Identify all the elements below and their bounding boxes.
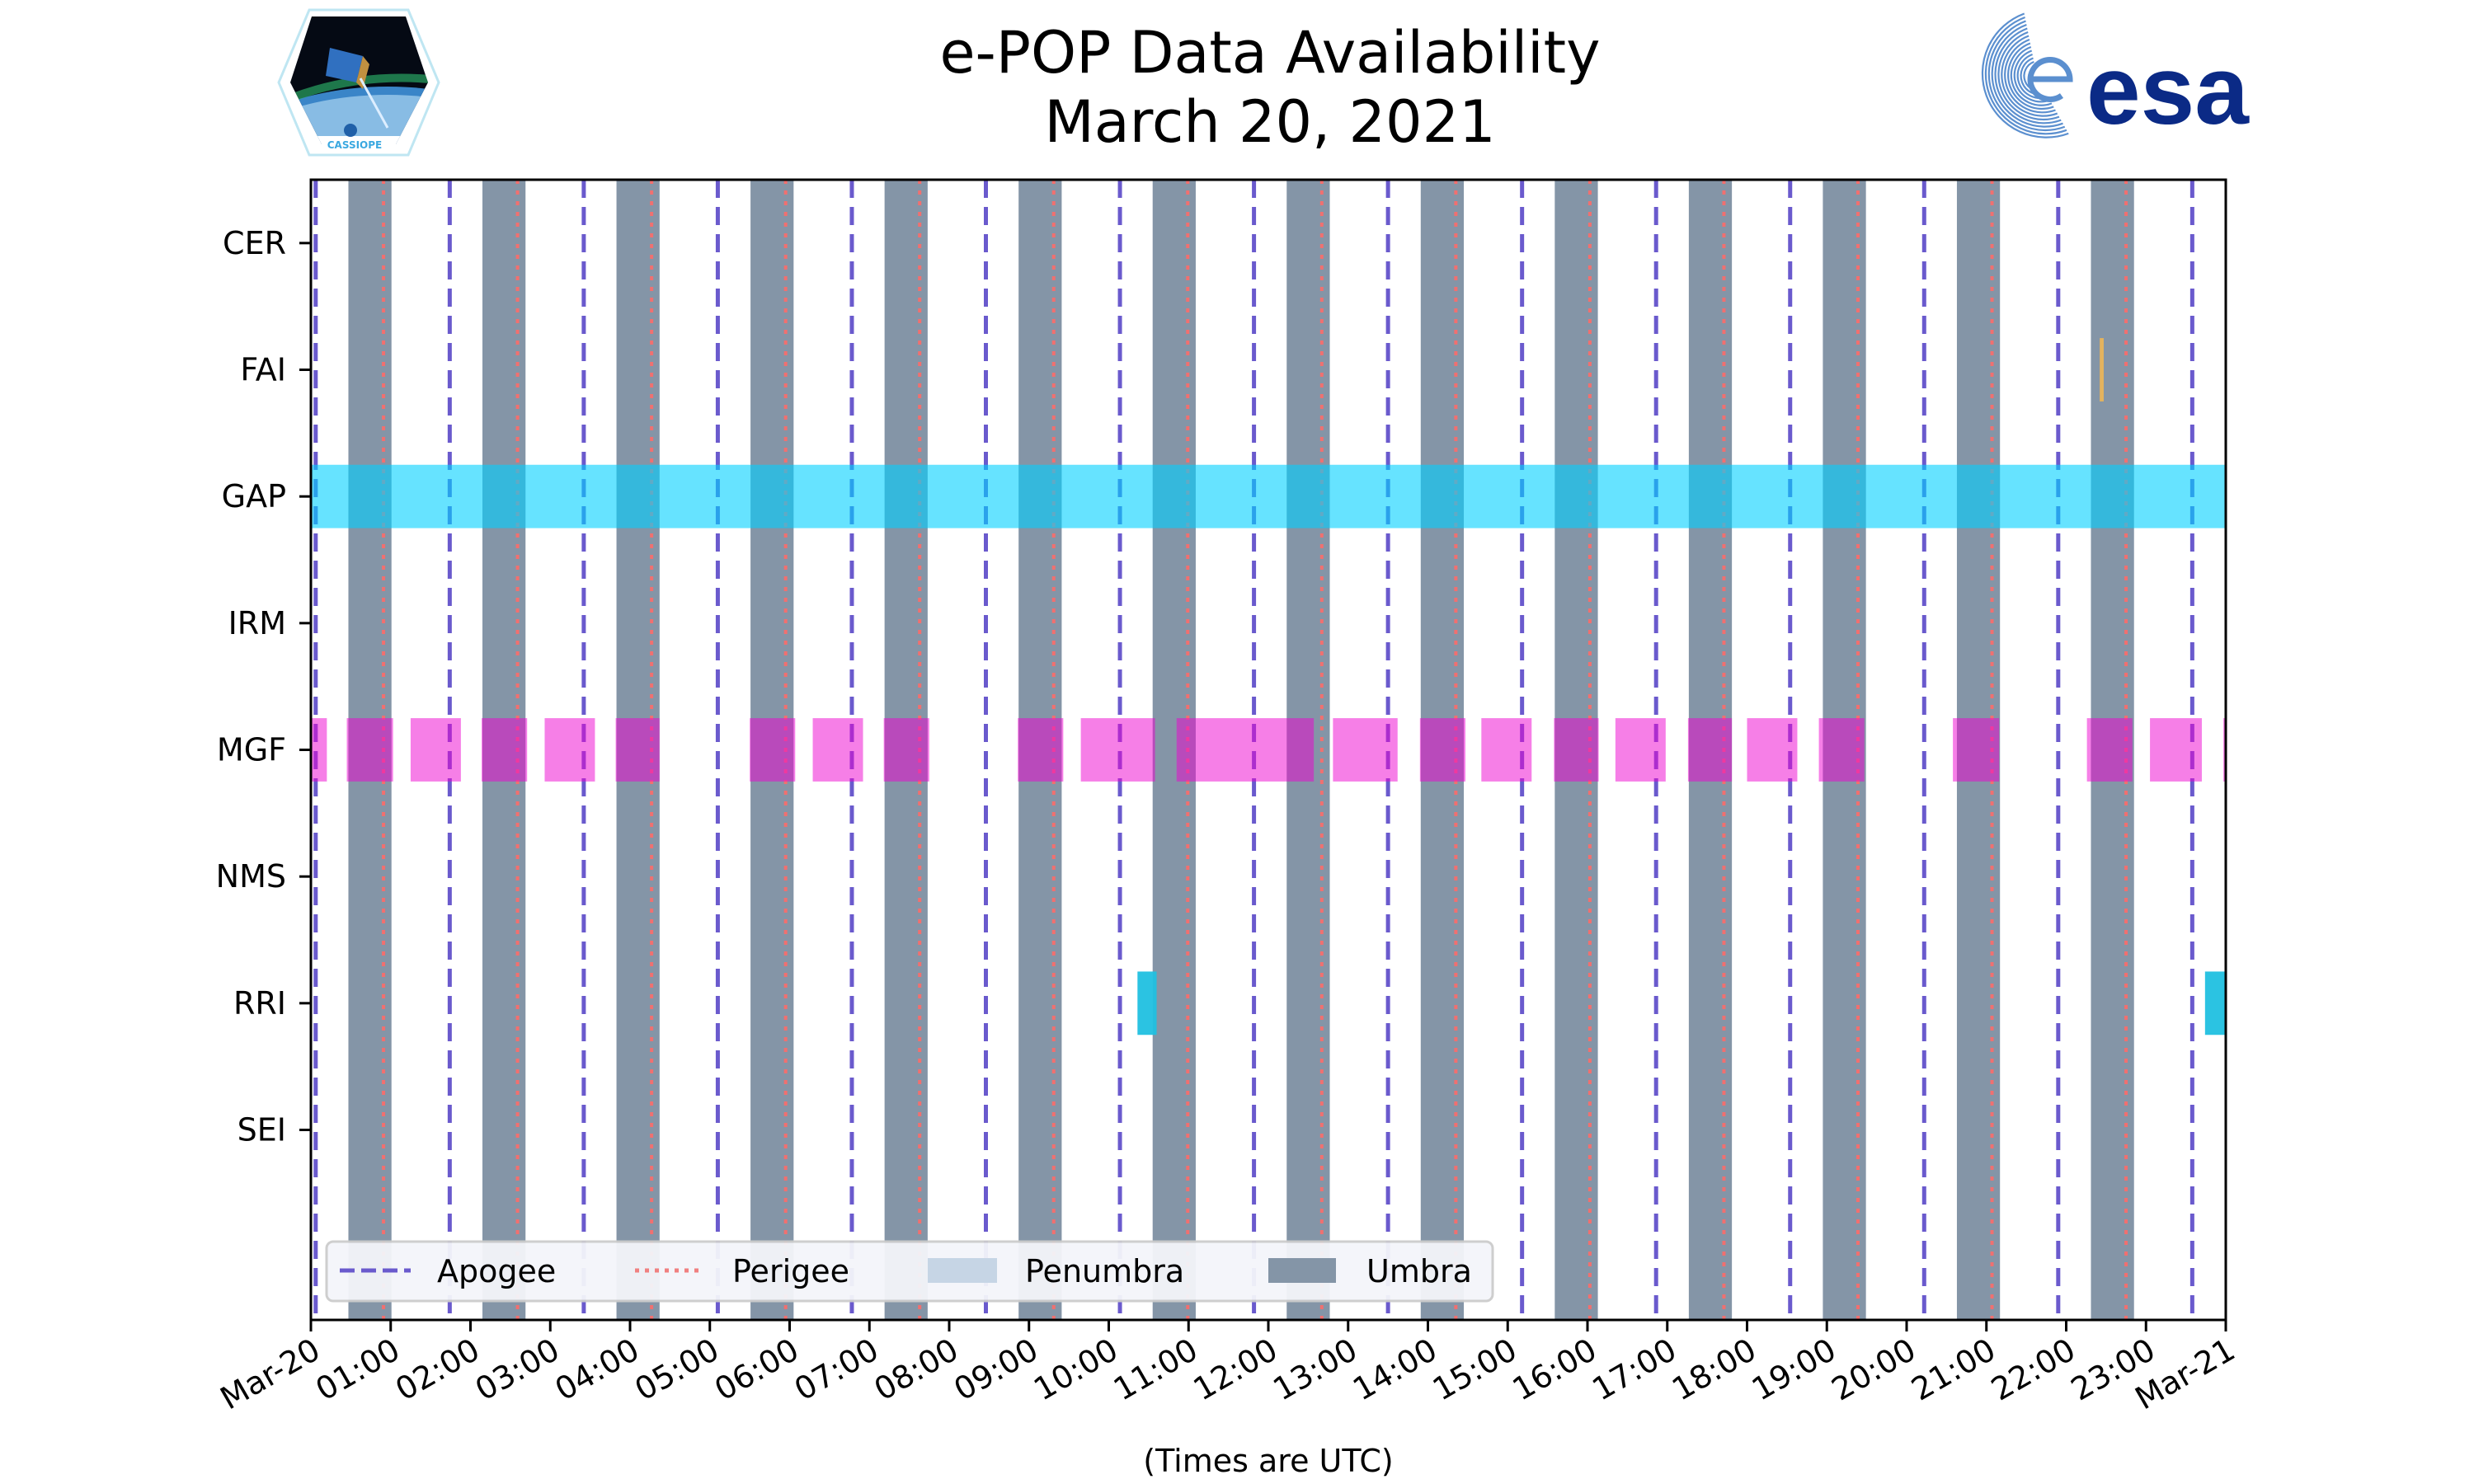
x-tick-label: 15:00 [1427,1331,1523,1408]
bar-mgf [812,718,863,782]
bar-mgf [482,718,528,782]
bar-rri [1137,971,1157,1036]
svg-text:CASSIOPE: CASSIOPE [327,139,383,151]
bar-mgf [1687,718,1733,782]
svg-text:esa: esa [2086,36,2250,145]
bar-gap [311,464,2226,528]
bar-mgf [615,718,660,782]
chart-title-line1: e-POP Data Availability [939,19,1600,87]
esa-ring [1994,27,2062,124]
bar-mgf [1080,718,1155,782]
x-tick-label: 20:00 [1826,1331,1922,1408]
bar-mgf [2150,718,2202,782]
y-tick-label-nms: NMS [216,858,286,895]
x-tick-label: 16:00 [1507,1331,1603,1408]
bar-mgf [1333,718,1398,782]
y-tick-label-mgf: MGF [217,732,286,768]
legend-umbra-swatch [1268,1258,1336,1283]
esa-ring [1984,16,2067,135]
x-tick-label: 19:00 [1746,1331,1842,1408]
y-tick-label-fai: FAI [240,352,286,388]
bar-fai [2100,338,2104,402]
x-tick-label: 07:00 [788,1331,885,1408]
legend-umbra-label: Umbra [1366,1253,1472,1289]
bar-mgf [1615,718,1666,782]
x-tick-label: 03:00 [469,1331,566,1408]
esa-logo: esa [1981,12,2250,145]
esa-ring [1987,20,2066,132]
bar-mgf [1419,718,1465,782]
y-tick-label-irm: IRM [228,605,286,641]
x-tick-label: 17:00 [1586,1331,1682,1408]
bar-rri [2204,971,2226,1036]
esa-e-mark [2027,57,2073,102]
bar-mgf [1176,718,1315,782]
x-tick-label: 21:00 [1905,1331,2001,1408]
bar-mgf [346,718,393,782]
x-tick-label: 22:00 [1985,1331,2081,1408]
legend-penumbra-swatch [928,1258,997,1283]
y-tick-label-sei: SEI [238,1112,286,1148]
bar-mgf [1818,718,1865,782]
plot-area [311,180,2227,1320]
x-tick-label: Mar-20 [214,1331,327,1417]
y-tick-label-gap: GAP [222,478,286,514]
y-axis: CER FAI GAP IRM MGF NMS RRI SEI [216,225,311,1148]
bar-mgf [750,718,796,782]
x-tick-label: 06:00 [708,1331,805,1408]
bar-mgf [883,718,929,782]
bar-mgf [410,718,461,782]
x-tick-label: 08:00 [868,1331,965,1408]
y-tick-label-rri: RRI [233,985,286,1021]
bar-mgf [1953,718,2000,782]
legend: Apogee Perigee Penumbra Umbra [325,1240,1494,1303]
x-tick-label: 11:00 [1108,1331,1204,1408]
x-tick-label: 14:00 [1347,1331,1443,1408]
x-tick-label: 18:00 [1666,1331,1762,1408]
instrument-bars [311,338,2227,1036]
esa-ring [2013,49,2051,103]
y-tick-label-cer: CER [223,225,286,261]
umbra-bands [348,180,2134,1320]
esa-ring [2004,38,2056,114]
esa-ring [2010,45,2053,106]
esa-ring [2001,35,2058,117]
bar-mgf [1481,718,1532,782]
x-tick-label: 13:00 [1267,1331,1363,1408]
bar-mgf [1018,718,1064,782]
x-tick-label: 04:00 [549,1331,646,1408]
esa-ring [2007,42,2054,110]
bar-mgf [311,718,327,782]
bar-mgf [1747,718,1798,782]
x-tick-label: 10:00 [1028,1331,1124,1408]
legend-penumbra-label: Penumbra [1025,1253,1184,1289]
x-tick-label: 01:00 [309,1331,406,1408]
esa-ring [1981,12,2069,139]
legend-perigee-label: Perigee [732,1253,849,1289]
bar-mgf [1554,718,1599,782]
x-tick-label: 05:00 [628,1331,725,1408]
esa-ring [1991,23,2063,128]
esa-ring [1997,31,2060,121]
x-tick-label: 12:00 [1188,1331,1284,1408]
chart-title-line2: March 20, 2021 [1044,88,1495,156]
x-axis: Mar-2001:0002:0003:0004:0005:0006:0007:0… [214,1320,2241,1416]
legend-apogee-label: Apogee [437,1253,556,1289]
x-axis-label: (Times are UTC) [1143,1443,1393,1479]
x-tick-label: 09:00 [948,1331,1044,1408]
x-tick-label: 02:00 [389,1331,486,1408]
bar-mgf [2086,718,2133,782]
bar-mgf [544,718,595,782]
